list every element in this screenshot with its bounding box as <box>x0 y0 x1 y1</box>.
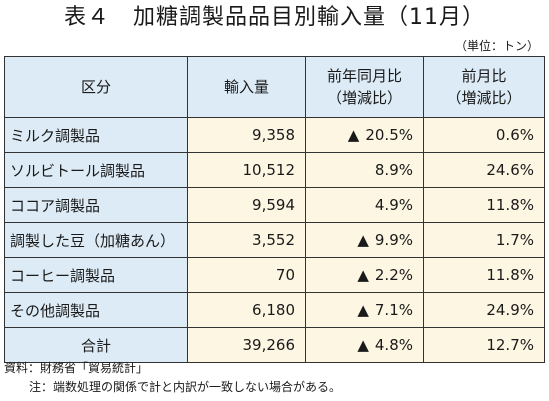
total-yoy: ▲ 4.8% <box>305 327 424 363</box>
row-yoy-value: 4.9% <box>374 196 413 214</box>
total-name: 合計 <box>4 327 188 363</box>
row-volume: 70 <box>187 257 306 293</box>
row-mom-value: 24.9% <box>486 301 534 319</box>
table-row: ココア調製品 9,594 4.9% 11.8% <box>4 187 545 223</box>
total-mom-value: 12.7% <box>486 336 534 354</box>
row-volume: 10,512 <box>187 152 306 188</box>
decrease-triangle-icon: ▲ <box>357 266 369 284</box>
row-yoy: 8.9% <box>305 152 424 188</box>
header-yoy: 前年同月比 （増減比） <box>305 56 424 118</box>
decrease-triangle-icon: ▲ <box>357 301 369 319</box>
rounding-note: 注：端数処理の関係で計と内訳が一致しない場合がある。 <box>29 380 342 394</box>
row-volume: 9,594 <box>187 187 306 223</box>
header-yoy-line1: 前年同月比 <box>326 67 402 85</box>
row-mom: 11.8% <box>423 187 545 223</box>
row-volume: 9,358 <box>187 117 306 153</box>
table-title: 表４ 加糖調製品品目別輸入量（11月） <box>64 5 485 30</box>
footer: 資料：財務省「貿易統計」 注：端数処理の関係で計と内訳が一致しない場合がある。 <box>4 359 341 397</box>
row-yoy: ▲ 2.2% <box>305 257 424 293</box>
row-mom-value: 0.6% <box>495 126 534 144</box>
row-yoy: ▲ 7.1% <box>305 292 424 328</box>
row-name: その他調製品 <box>4 292 188 328</box>
table-row: その他調製品 6,180 ▲ 7.1% 24.9% <box>4 292 545 328</box>
table-row: コーヒー調製品 70 ▲ 2.2% 11.8% <box>4 257 545 293</box>
header-row: 区分 輸入量 前年同月比 （増減比） 前月比 （増減比） <box>4 56 545 118</box>
row-yoy-value: 8.9% <box>374 161 413 179</box>
header-yoy-line2: （増減比） <box>326 89 402 107</box>
table-row: ソルビトール調製品 10,512 8.9% 24.6% <box>4 152 545 188</box>
row-yoy: ▲ 20.5% <box>305 117 424 153</box>
total-row: 合計 39,266 ▲ 4.8% 12.7% <box>4 327 545 363</box>
row-yoy: 4.9% <box>305 187 424 223</box>
header-import-volume-label: 輸入量 <box>223 78 269 96</box>
row-yoy-value: 2.2% <box>374 266 413 284</box>
row-yoy-value: 20.5% <box>365 126 413 144</box>
row-name: 調製した豆（加糖あん） <box>4 222 188 258</box>
row-name: ココア調製品 <box>4 187 188 223</box>
header-category-label: 区分 <box>80 78 111 96</box>
row-mom: 24.6% <box>423 152 545 188</box>
row-mom: 11.8% <box>423 257 545 293</box>
decrease-triangle-icon: ▲ <box>347 126 360 144</box>
row-mom-value: 11.8% <box>486 196 534 214</box>
row-name: ミルク調製品 <box>4 117 188 153</box>
row-mom: 0.6% <box>423 117 545 153</box>
row-mom-value: 1.7% <box>495 231 534 249</box>
row-volume: 3,552 <box>187 222 306 258</box>
import-volume-table: 区分 輸入量 前年同月比 （増減比） 前月比 （増減比） ミルク調製品 9,35… <box>4 56 545 363</box>
total-mom: 12.7% <box>423 327 545 363</box>
table-row: 調製した豆（加糖あん） 3,552 ▲ 9.9% 1.7% <box>4 222 545 258</box>
row-mom-value: 11.8% <box>486 266 534 284</box>
row-name: ソルビトール調製品 <box>4 152 188 188</box>
header-category: 区分 <box>4 56 188 118</box>
row-volume: 6,180 <box>187 292 306 328</box>
decrease-triangle-icon: ▲ <box>357 336 369 354</box>
source-note: 資料：財務省「貿易統計」 <box>4 361 149 375</box>
total-yoy-value: 4.8% <box>374 336 413 354</box>
total-volume: 39,266 <box>187 327 306 363</box>
table-row: ミルク調製品 9,358 ▲ 20.5% 0.6% <box>4 117 545 153</box>
header-mom-line1: 前月比 <box>461 67 507 85</box>
row-yoy-value: 9.9% <box>374 231 413 249</box>
unit-label: （単位：トン） <box>454 39 539 53</box>
decrease-triangle-icon: ▲ <box>357 231 369 249</box>
row-name: コーヒー調製品 <box>4 257 188 293</box>
row-mom: 24.9% <box>423 292 545 328</box>
row-mom-value: 24.6% <box>486 161 534 179</box>
header-mom-line2: （増減比） <box>446 89 522 107</box>
row-yoy-value: 7.1% <box>374 301 413 319</box>
row-yoy: ▲ 9.9% <box>305 222 424 258</box>
row-mom: 1.7% <box>423 222 545 258</box>
header-import-volume: 輸入量 <box>187 56 306 118</box>
header-mom: 前月比 （増減比） <box>423 56 545 118</box>
